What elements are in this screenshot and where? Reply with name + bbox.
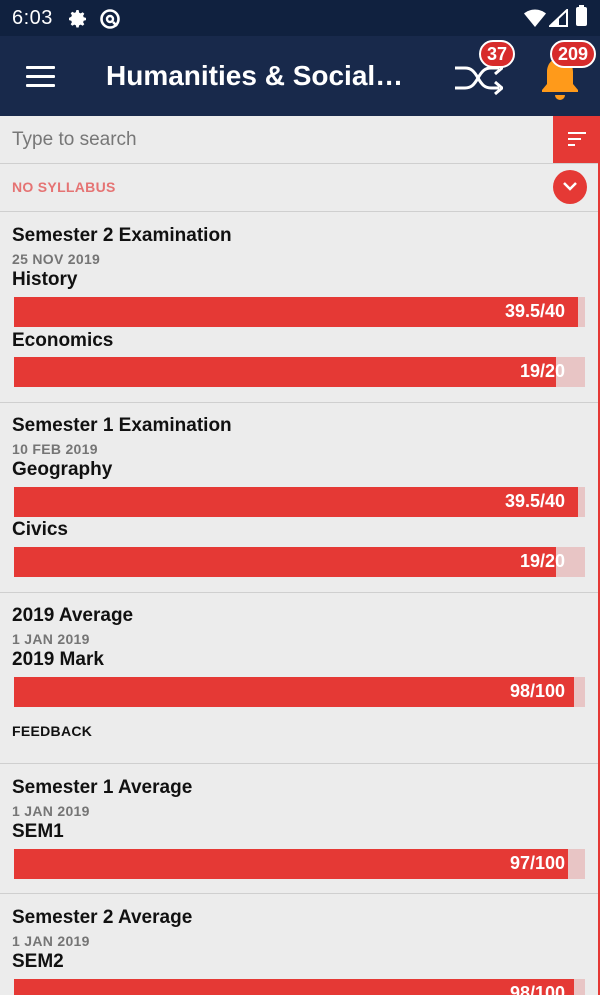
score-bar-fill xyxy=(14,547,557,577)
score-value: 97/100 xyxy=(509,853,565,873)
record-date: 1 JAN 2019 xyxy=(12,631,90,647)
scroll-edge xyxy=(598,116,600,995)
at-sign-icon xyxy=(99,8,121,35)
record-card[interactable]: Semester 1 Examination 10 FEB 2019 Geogr… xyxy=(0,403,598,593)
record-card[interactable]: 2019 Average 1 JAN 2019 2019 Mark 98/100… xyxy=(0,593,598,764)
score-bar: 98/100 xyxy=(14,677,585,707)
score-bar: 19/20 xyxy=(14,547,585,577)
subject-name: Economics xyxy=(12,330,114,351)
record-card[interactable]: Semester 1 Average 1 JAN 2019 SEM1 97/10… xyxy=(0,764,598,894)
subject-name: SEM1 xyxy=(12,821,64,842)
record-title: 2019 Average xyxy=(12,605,134,626)
score-bar-fill xyxy=(14,357,557,387)
score-bar: 97/100 xyxy=(14,849,585,879)
record-title: Semester 1 Examination xyxy=(12,415,232,436)
record-date: 1 JAN 2019 xyxy=(12,803,90,819)
page-title: Humanities & Social… xyxy=(106,60,404,91)
record-title: Semester 2 Average xyxy=(12,907,193,928)
syllabus-label: NO SYLLABUS xyxy=(12,179,116,195)
record-card[interactable]: Semester 2 Examination 25 NOV 2019 Histo… xyxy=(0,212,598,403)
record-title: Semester 2 Examination xyxy=(12,225,232,246)
score-bar: 39.5/40 xyxy=(14,297,585,327)
subject-name: SEM2 xyxy=(12,951,64,972)
subject-name: Geography xyxy=(12,459,113,480)
score-value: 39.5/40 xyxy=(504,491,565,511)
notification-count-badge: 209 xyxy=(550,40,596,68)
score-bar-fill xyxy=(14,849,568,879)
shuffle-count-badge: 37 xyxy=(479,40,515,68)
score-bar: 19/20 xyxy=(14,357,585,387)
feedback-link[interactable]: FEEDBACK xyxy=(12,723,93,739)
score-value: 19/20 xyxy=(519,551,565,571)
score-value: 19/20 xyxy=(519,361,565,381)
wifi-icon xyxy=(524,9,546,32)
score-bar-fill xyxy=(14,979,574,995)
record-date: 25 NOV 2019 xyxy=(12,251,101,267)
score-bar-fill xyxy=(14,677,574,707)
record-card[interactable]: Semester 2 Average 1 JAN 2019 SEM2 98/10… xyxy=(0,894,598,995)
expand-button[interactable] xyxy=(553,170,587,204)
signal-icon xyxy=(547,7,568,32)
chevron-down-icon xyxy=(563,182,577,191)
sort-filter-icon[interactable] xyxy=(553,116,600,163)
search-input[interactable] xyxy=(0,116,553,163)
score-bar-fill xyxy=(14,487,578,517)
search-row xyxy=(0,116,600,164)
status-time: 6:03 xyxy=(12,7,53,29)
score-bar: 98/100 xyxy=(14,979,585,995)
battery-icon xyxy=(576,5,587,26)
score-value: 39.5/40 xyxy=(504,301,565,321)
status-bar: 6:03 xyxy=(0,0,600,36)
subject-name: Civics xyxy=(12,519,68,540)
menu-icon[interactable] xyxy=(26,66,55,87)
syllabus-row: NO SYLLABUS xyxy=(0,164,600,212)
gear-icon xyxy=(68,9,88,34)
score-bar: 39.5/40 xyxy=(14,487,585,517)
score-bar-fill xyxy=(14,297,578,327)
subject-name: History xyxy=(12,269,78,290)
score-value: 98/100 xyxy=(509,681,565,701)
record-date: 10 FEB 2019 xyxy=(12,441,98,457)
record-title: Semester 1 Average xyxy=(12,777,193,798)
score-value: 98/100 xyxy=(509,983,565,995)
subject-name: 2019 Mark xyxy=(12,649,104,670)
record-date: 1 JAN 2019 xyxy=(12,933,90,949)
